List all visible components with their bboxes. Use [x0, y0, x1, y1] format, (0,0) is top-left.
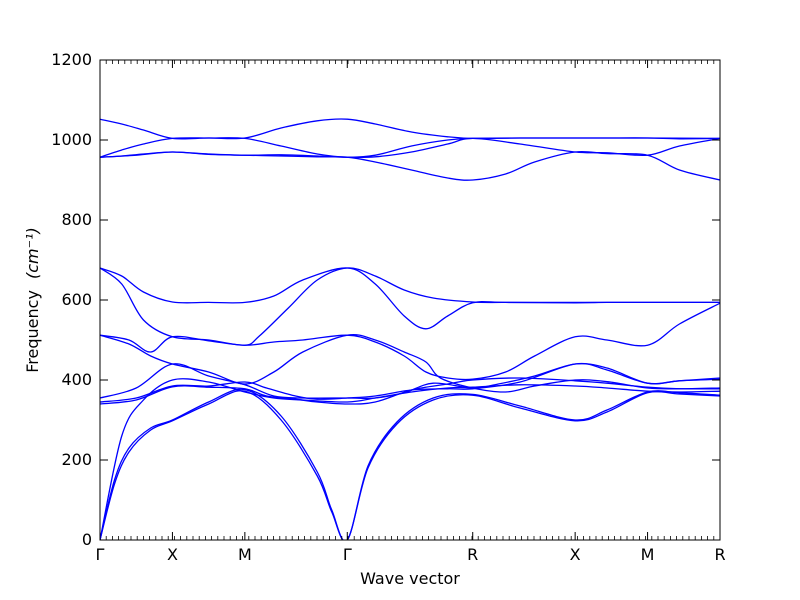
band-line-11 — [100, 137, 720, 159]
band-line-13 — [100, 118, 720, 140]
x-tick-label-1: Γ — [96, 545, 105, 564]
band-line-2 — [100, 388, 720, 540]
band-line-6 — [100, 362, 720, 400]
x-tick-label-7: M — [641, 545, 655, 564]
x-tick-label-6: X — [570, 545, 581, 564]
y-tick-label-5: 800 — [61, 210, 92, 229]
x-tick-label-2: X — [167, 545, 178, 564]
band-line-5 — [100, 362, 720, 403]
y-axis-label: Frequency (cm⁻¹) — [23, 227, 42, 372]
y-tick-label-1: 0 — [82, 530, 92, 549]
band-line-4 — [100, 377, 720, 405]
y-tick-label-6: 1000 — [51, 130, 92, 149]
band-line-1 — [100, 390, 720, 540]
y-tick-label-3: 400 — [61, 370, 92, 389]
y-tick-label-4: 600 — [61, 290, 92, 309]
band-line-7 — [100, 334, 720, 393]
band-line-3 — [100, 378, 720, 540]
band-line-14 — [100, 150, 720, 181]
y-axis-label-unit: (cm⁻¹) — [23, 227, 42, 279]
x-axis-label: Wave vector — [360, 569, 460, 588]
band-lines — [100, 118, 720, 540]
x-tick-label-3: M — [238, 545, 252, 564]
plot-frame — [99, 59, 721, 541]
y-tick-label-2: 200 — [61, 450, 92, 469]
band-line-10 — [100, 267, 720, 346]
band-line-8 — [100, 302, 720, 381]
y-axis-label-text: Frequency — [23, 290, 42, 373]
band-line-9 — [100, 267, 720, 330]
y-tick-label-7: 1200 — [51, 50, 92, 69]
x-tick-label-8: R — [714, 545, 725, 564]
x-tick-label-5: R — [467, 545, 478, 564]
x-tick-label-4: Γ — [343, 545, 352, 564]
